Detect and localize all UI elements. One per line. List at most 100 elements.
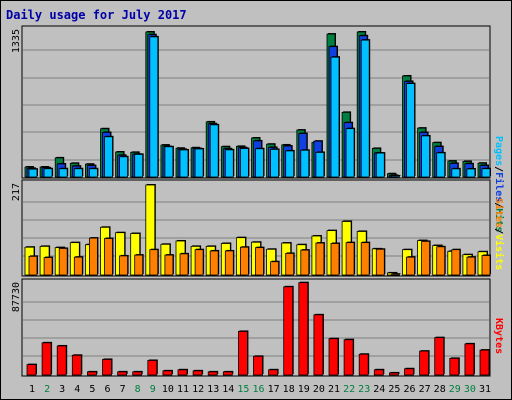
day-label: 12 bbox=[192, 384, 204, 395]
sites-bar bbox=[315, 242, 325, 276]
day-label: 21 bbox=[328, 384, 340, 395]
sites-bar bbox=[406, 256, 415, 276]
sites-bar bbox=[270, 261, 280, 276]
legend-separator: / bbox=[493, 202, 504, 208]
hits-legend: Pages/Files/Hits bbox=[493, 136, 505, 232]
pages-bar bbox=[466, 168, 476, 178]
kbytes-legend: KBytes bbox=[493, 318, 504, 354]
pages-bar bbox=[134, 154, 144, 178]
pages-bar bbox=[285, 150, 295, 178]
day-label: 3 bbox=[59, 384, 65, 395]
pages-bar bbox=[43, 168, 53, 178]
sites-bar bbox=[255, 247, 264, 276]
kbytes-bar bbox=[298, 282, 309, 376]
visits-legend: Sites/Visits bbox=[493, 198, 505, 270]
day-label: 2 bbox=[44, 384, 50, 395]
pages-bar-shadow bbox=[392, 174, 401, 176]
pages-bar bbox=[421, 135, 431, 178]
day-label: 9 bbox=[150, 384, 156, 395]
pages-bar bbox=[209, 124, 219, 178]
sites-bar bbox=[89, 237, 98, 276]
kbytes-bar bbox=[434, 337, 445, 376]
kbytes-bar bbox=[449, 358, 460, 376]
sites-bar bbox=[224, 250, 234, 276]
kbytes-bar bbox=[479, 349, 490, 376]
kbytes-bar bbox=[343, 339, 354, 376]
kbytes-bar bbox=[177, 369, 188, 376]
kbytes-bar bbox=[147, 360, 158, 376]
sites-bar bbox=[164, 254, 174, 276]
sites-bar bbox=[421, 241, 431, 276]
legend-hits: Hits bbox=[493, 208, 505, 232]
legend-separator: / bbox=[493, 228, 504, 234]
sites-bar bbox=[451, 249, 461, 276]
pages-bar bbox=[451, 168, 461, 178]
day-label: 22 bbox=[343, 384, 355, 395]
pages-bar bbox=[164, 146, 174, 178]
sites-bar bbox=[134, 254, 144, 276]
sites-bar bbox=[239, 246, 249, 276]
day-axis-labels: 1 2 3 4 5 6 7 8 9 10 11 12 13 14 15 16 17 18 19 20 21 22 23 24 2… bbox=[29, 384, 491, 395]
pages-bar bbox=[390, 175, 400, 178]
day-label: 13 bbox=[207, 384, 219, 395]
sites-bar bbox=[466, 256, 476, 276]
sites-bar bbox=[149, 249, 159, 276]
kbytes-bar bbox=[388, 372, 399, 376]
kbytes-bar bbox=[253, 355, 263, 376]
kbytes-bar bbox=[419, 350, 430, 376]
day-label: 11 bbox=[177, 384, 189, 395]
legend-visits: Visits bbox=[493, 234, 505, 270]
pages-bar bbox=[149, 36, 159, 178]
kbytes-bar bbox=[192, 370, 203, 376]
day-label: 19 bbox=[298, 384, 310, 395]
sites-bar bbox=[436, 246, 446, 276]
day-label: 27 bbox=[419, 384, 431, 395]
kbytes-bar bbox=[373, 369, 384, 376]
kbytes-bar bbox=[464, 343, 475, 376]
day-label: 28 bbox=[434, 384, 446, 395]
day-label: 1 bbox=[29, 384, 35, 395]
pages-bar bbox=[360, 39, 370, 178]
pages-bar bbox=[73, 168, 83, 178]
pages-bar bbox=[58, 168, 68, 178]
kbytes-bar bbox=[222, 371, 233, 376]
pages-bar bbox=[179, 149, 189, 178]
sites-bar bbox=[194, 249, 204, 276]
day-label: 20 bbox=[313, 384, 325, 395]
pages-bar bbox=[375, 152, 385, 178]
day-label: 29 bbox=[449, 384, 461, 395]
day-label: 15 bbox=[237, 384, 249, 395]
hits-ymax-label: 1335 bbox=[11, 29, 22, 53]
chart-title: Daily usage for July 2017 bbox=[6, 8, 187, 22]
day-label: 8 bbox=[135, 384, 141, 395]
sites-bar bbox=[390, 273, 400, 276]
day-label: 24 bbox=[373, 384, 385, 395]
day-label: 4 bbox=[74, 384, 80, 395]
sites-bar bbox=[330, 243, 340, 276]
kbytes-bar bbox=[41, 342, 52, 376]
kbytes-bar bbox=[87, 371, 97, 376]
sites-bar bbox=[28, 255, 38, 276]
pages-bar bbox=[89, 168, 98, 178]
day-label: 30 bbox=[464, 384, 476, 395]
day-label: 7 bbox=[120, 384, 126, 395]
pages-bar bbox=[436, 152, 446, 178]
sites-bar bbox=[179, 253, 189, 276]
kbytes-bar bbox=[283, 286, 294, 376]
sites-bar bbox=[43, 257, 53, 276]
kbytes-bar bbox=[56, 345, 67, 376]
sites-bar bbox=[58, 248, 68, 276]
day-label: 17 bbox=[268, 384, 280, 395]
kbytes-bar bbox=[132, 371, 143, 376]
day-label: 10 bbox=[162, 384, 174, 395]
bar-marks bbox=[24, 31, 491, 376]
sites-bar bbox=[104, 238, 113, 276]
pages-bar bbox=[255, 148, 264, 178]
kbytes-bar bbox=[207, 371, 218, 376]
legend-separator: / bbox=[493, 166, 504, 172]
kbytes-bar bbox=[117, 371, 127, 376]
kbytes-bar bbox=[162, 370, 173, 376]
kbytes-ymax-label: 87730 bbox=[11, 282, 22, 312]
sites-bar bbox=[119, 255, 128, 276]
